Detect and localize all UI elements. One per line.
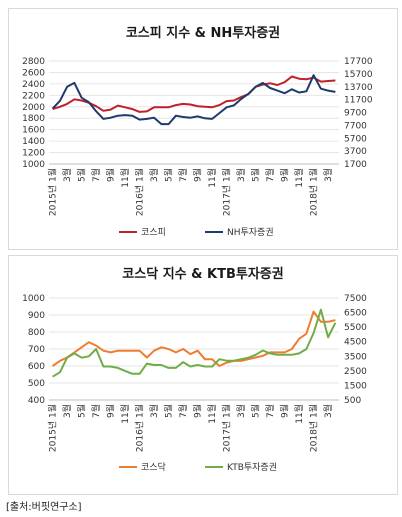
chart2-x-tick-label: 5월 bbox=[250, 404, 262, 418]
chart1-x-tick-label: 9월 bbox=[105, 168, 117, 182]
chart2-x-tick-label: 7월 bbox=[90, 404, 102, 418]
chart1-legend-label: 코스피 bbox=[141, 227, 166, 238]
chart1-x-tick-label: 2016년 1월 bbox=[134, 168, 146, 216]
chart2-x-tick-label: 2018년 1월 bbox=[308, 404, 320, 452]
chart1-right-tick-label: 15700 bbox=[344, 70, 373, 80]
chart2-x-tick-label: 9월 bbox=[279, 404, 291, 418]
chart2-left-tick-label: 700 bbox=[28, 345, 45, 355]
chart1-x-tick-label: 5월 bbox=[163, 168, 175, 182]
chart2-right-tick-label: 500 bbox=[344, 396, 361, 406]
chart1-x-tick-label: 2018년 1월 bbox=[308, 168, 320, 216]
chart1-left-tick-label: 2000 bbox=[22, 103, 45, 113]
kosdaq-ktb-chart-panel: 코스닥 지수 & KTB투자증권 400 500 600 700 800 900 1000 50… bbox=[8, 255, 398, 495]
chart2-x-tick-label: 5월 bbox=[163, 404, 175, 418]
kosdaq-ktb-chart: 코스닥 지수 & KTB투자증권 400 500 600 700 800 900 1000 50… bbox=[22, 266, 367, 473]
chart2-x-tick-label: 2017년 1월 bbox=[221, 404, 233, 452]
chart2-left-tick-label: 800 bbox=[28, 328, 45, 338]
chart2-x-tick-label: 11월 bbox=[206, 404, 218, 424]
chart1-left-tick-label: 1000 bbox=[22, 160, 45, 170]
chart1-x-tick-label: 9월 bbox=[192, 168, 204, 182]
chart2-left-tick-label: 400 bbox=[28, 396, 45, 406]
chart2-right-tick-label: 2500 bbox=[344, 367, 367, 377]
chart2-x-tick-label: 7월 bbox=[264, 404, 276, 418]
chart2-right-tick-label: 5500 bbox=[344, 323, 367, 333]
chart2-title: 코스닥 지수 & KTB투자증권 bbox=[122, 266, 283, 282]
chart1-x-tick-label: 7월 bbox=[264, 168, 276, 182]
chart1-right-tick-label: 1700 bbox=[344, 160, 367, 170]
chart1-left-tick-label: 2400 bbox=[22, 80, 45, 90]
chart1-x-tick-label: 11월 bbox=[119, 168, 131, 188]
chart1-right-tick-label: 5700 bbox=[344, 134, 367, 144]
chart1-x-tick-label: 3월 bbox=[61, 168, 73, 182]
chart2-left-tick-label: 1000 bbox=[22, 294, 45, 304]
chart2-legend-label: KTB투자증권 bbox=[227, 461, 277, 473]
chart1-legend-label: NH투자증권 bbox=[227, 226, 274, 238]
kospi-nh-chart-panel: 코스피 지수 & NH투자증권 1000 1200 1400 1600 1800 2000 2… bbox=[8, 8, 398, 250]
source-label: [출처:버핏연구소] bbox=[6, 502, 82, 513]
chart2-x-tick-label: 2016년 1월 bbox=[134, 404, 146, 452]
chart1-x-tick-label: 2017년 1월 bbox=[221, 168, 233, 216]
chart2-x-tick-label: 9월 bbox=[192, 404, 204, 418]
chart1-x-tick-label: 3월 bbox=[148, 168, 160, 182]
chart2-series-line-2 bbox=[52, 308, 337, 378]
chart1-x-tick-label: 5월 bbox=[76, 168, 88, 182]
chart2-x-tick-label: 11월 bbox=[119, 404, 131, 424]
chart1-x-tick-label: 11월 bbox=[206, 168, 218, 188]
chart1-title: 코스피 지수 & NH투자증권 bbox=[126, 26, 280, 41]
chart2-x-tick-label: 7월 bbox=[177, 404, 189, 418]
chart2-x-tick-label: 9월 bbox=[105, 404, 117, 418]
chart2-right-tick-label: 1500 bbox=[344, 381, 367, 391]
chart1-x-tick-label: 7월 bbox=[90, 168, 102, 182]
chart2-x-tick-label: 11월 bbox=[293, 404, 305, 424]
chart2-right-tick-label: 4500 bbox=[344, 338, 367, 348]
chart2-series-line-1 bbox=[52, 310, 336, 367]
chart1-x-tick-label: 9월 bbox=[279, 168, 291, 182]
chart1-left-tick-label: 2200 bbox=[22, 91, 45, 101]
chart1-x-tick-label: 2015년 1월 bbox=[47, 168, 59, 216]
chart1-right-tick-label: 9700 bbox=[344, 109, 367, 119]
chart1-left-tick-label: 1400 bbox=[22, 137, 45, 147]
chart1-left-tick-label: 2600 bbox=[22, 68, 45, 78]
chart2-left-tick-label: 500 bbox=[28, 379, 45, 389]
chart2-x-tick-label: 2015년 1월 bbox=[47, 404, 59, 452]
chart1-x-tick-label: 3월 bbox=[322, 168, 334, 182]
chart1-x-tick-label: 3월 bbox=[235, 168, 247, 182]
chart1-x-tick-label: 11월 bbox=[293, 168, 305, 188]
chart2-x-tick-label: 5월 bbox=[76, 404, 88, 418]
chart1-x-tick-label: 5월 bbox=[250, 168, 262, 182]
chart1-right-tick-label: 17700 bbox=[344, 57, 373, 67]
chart2-legend-label: 코스닥 bbox=[141, 462, 166, 473]
chart2-left-tick-label: 900 bbox=[28, 311, 45, 321]
chart2-right-tick-label: 6500 bbox=[344, 309, 367, 319]
chart1-right-tick-label: 13700 bbox=[344, 83, 373, 93]
chart2-right-tick-label: 7500 bbox=[344, 294, 367, 304]
chart2-left-tick-label: 600 bbox=[28, 362, 45, 372]
chart1-left-tick-label: 1800 bbox=[22, 114, 45, 124]
chart2-x-tick-label: 3월 bbox=[148, 404, 160, 418]
chart1-series-line-1 bbox=[52, 75, 336, 113]
chart1-right-tick-label: 11700 bbox=[344, 96, 373, 106]
chart1-left-tick-label: 1600 bbox=[22, 126, 45, 136]
chart2-x-tick-label: 3월 bbox=[61, 404, 73, 418]
chart2-x-tick-label: 3월 bbox=[235, 404, 247, 418]
chart1-left-tick-label: 1200 bbox=[22, 149, 45, 159]
chart1-left-tick-label: 2800 bbox=[22, 57, 45, 67]
chart1-right-tick-label: 7700 bbox=[344, 121, 367, 131]
chart2-x-tick-label: 3월 bbox=[322, 404, 334, 418]
chart1-right-tick-label: 3700 bbox=[344, 147, 367, 157]
chart1-x-tick-label: 7월 bbox=[177, 168, 189, 182]
chart1-series-line-2 bbox=[51, 74, 336, 126]
chart2-right-tick-label: 3500 bbox=[344, 352, 367, 362]
